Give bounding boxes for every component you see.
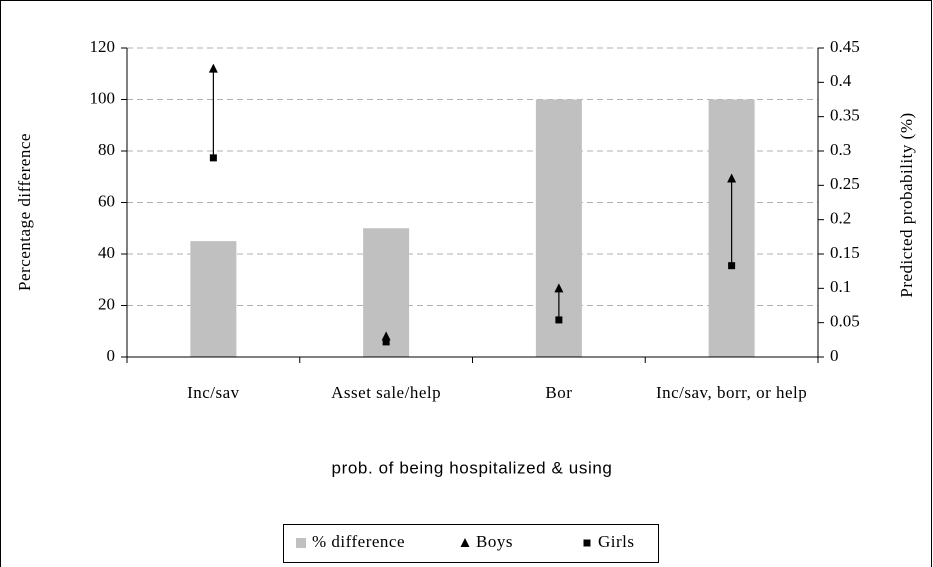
- point: [381, 331, 391, 341]
- y-tick-label: 40: [98, 243, 115, 262]
- y2-tick-label: 0.35: [830, 106, 860, 125]
- y2-tick-label: 0.4: [830, 71, 852, 90]
- bar: [190, 241, 237, 357]
- y2-tick-label: 0.2: [830, 209, 851, 228]
- y2-tick-label: 0.25: [830, 174, 860, 193]
- y2-tick-label: 0.1: [830, 277, 851, 296]
- y-tick-label: 20: [98, 294, 115, 313]
- legend-swatch: [296, 538, 306, 548]
- y2-tick-label: 0: [830, 346, 839, 365]
- legend-label: % difference: [312, 532, 405, 551]
- y2-tick-label: 0.3: [830, 140, 851, 159]
- y-tick-label: 60: [98, 191, 115, 210]
- point: [554, 283, 564, 293]
- legend-marker: [583, 539, 591, 547]
- x-tick-label: Inc/sav, borr, or help: [655, 383, 808, 402]
- y-tick-label: 120: [90, 37, 116, 56]
- point: [382, 338, 390, 346]
- x-axis-title: prob. of being hospitalized & using: [332, 458, 613, 477]
- y-tick-label: 100: [90, 88, 116, 107]
- y2-tick-label: 0.05: [830, 312, 860, 331]
- y-axis-title: Percentage difference: [15, 133, 34, 291]
- y-tick-label: 0: [107, 346, 116, 365]
- point: [727, 173, 737, 183]
- x-tick-label: Inc/sav: [187, 383, 240, 402]
- y2-tick-label: 0.45: [830, 37, 860, 56]
- legend-label: Girls: [598, 532, 635, 551]
- y2-tick-label: 0.15: [830, 243, 860, 262]
- point: [209, 154, 217, 162]
- x-tick-label: Bor: [545, 383, 573, 402]
- legend-marker: [460, 538, 470, 547]
- legend-label: Boys: [476, 532, 513, 551]
- point: [728, 262, 736, 270]
- legend-box: [283, 524, 659, 563]
- point: [208, 63, 218, 73]
- y-tick-label: 80: [98, 140, 115, 159]
- y2-axis-title: Predicted probability (%): [897, 112, 916, 297]
- x-tick-label: Asset sale/help: [331, 383, 442, 402]
- point: [555, 316, 563, 324]
